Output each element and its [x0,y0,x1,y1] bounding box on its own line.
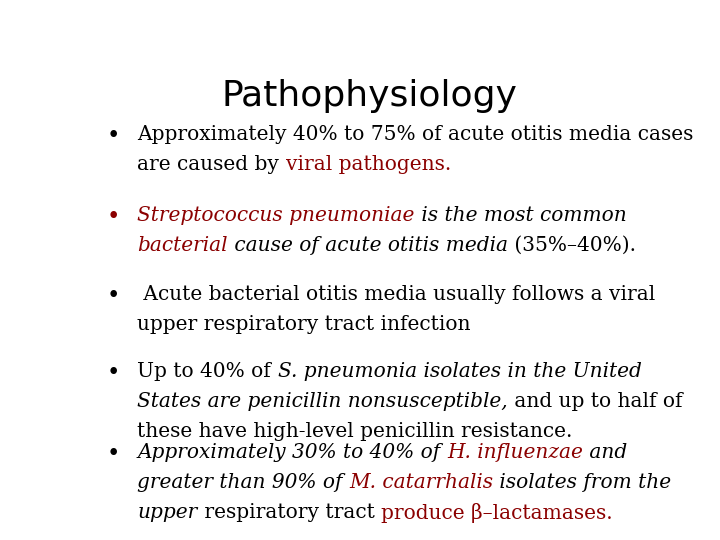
Text: Up to 40% of: Up to 40% of [138,362,277,381]
Text: M. catarrhalis: M. catarrhalis [349,473,493,492]
Text: •: • [107,125,120,147]
Text: H. influenzae: H. influenzae [447,443,583,462]
Text: States are penicillin nonsusceptible,: States are penicillin nonsusceptible, [138,392,508,411]
Text: these have high-level penicillin resistance.: these have high-level penicillin resista… [138,422,573,441]
Text: cause of acute otitis media: cause of acute otitis media [228,236,508,255]
Text: Approximately 30% to 40% of: Approximately 30% to 40% of [138,443,447,462]
Text: and: and [583,443,627,462]
Text: is the most common: is the most common [415,206,626,225]
Text: respiratory tract: respiratory tract [198,503,381,522]
Text: Approximately 40% to 75% of acute otitis media cases: Approximately 40% to 75% of acute otitis… [138,125,694,144]
Text: and up to half of: and up to half of [508,392,683,411]
Text: •: • [107,362,120,384]
Text: greater than 90% of: greater than 90% of [138,473,349,492]
Text: bacterial: bacterial [138,236,228,255]
Text: are caused by: are caused by [138,155,286,174]
Text: produce β–lactamases.: produce β–lactamases. [381,503,613,523]
Text: viral pathogens.: viral pathogens. [286,155,451,174]
Text: (35%–40%).: (35%–40%). [508,236,636,255]
Text: Pathophysiology: Pathophysiology [221,79,517,113]
Text: isolates from the: isolates from the [493,473,672,492]
Text: S. pneumonia isolates in the United: S. pneumonia isolates in the United [277,362,642,381]
Text: •: • [107,206,120,228]
Text: Streptococcus pneumoniae: Streptococcus pneumoniae [138,206,415,225]
Text: upper: upper [138,503,198,522]
Text: Acute bacterial otitis media usually follows a viral: Acute bacterial otitis media usually fol… [138,285,656,304]
Text: •: • [107,443,120,465]
Text: upper respiratory tract infection: upper respiratory tract infection [138,315,471,334]
Text: •: • [107,285,120,307]
